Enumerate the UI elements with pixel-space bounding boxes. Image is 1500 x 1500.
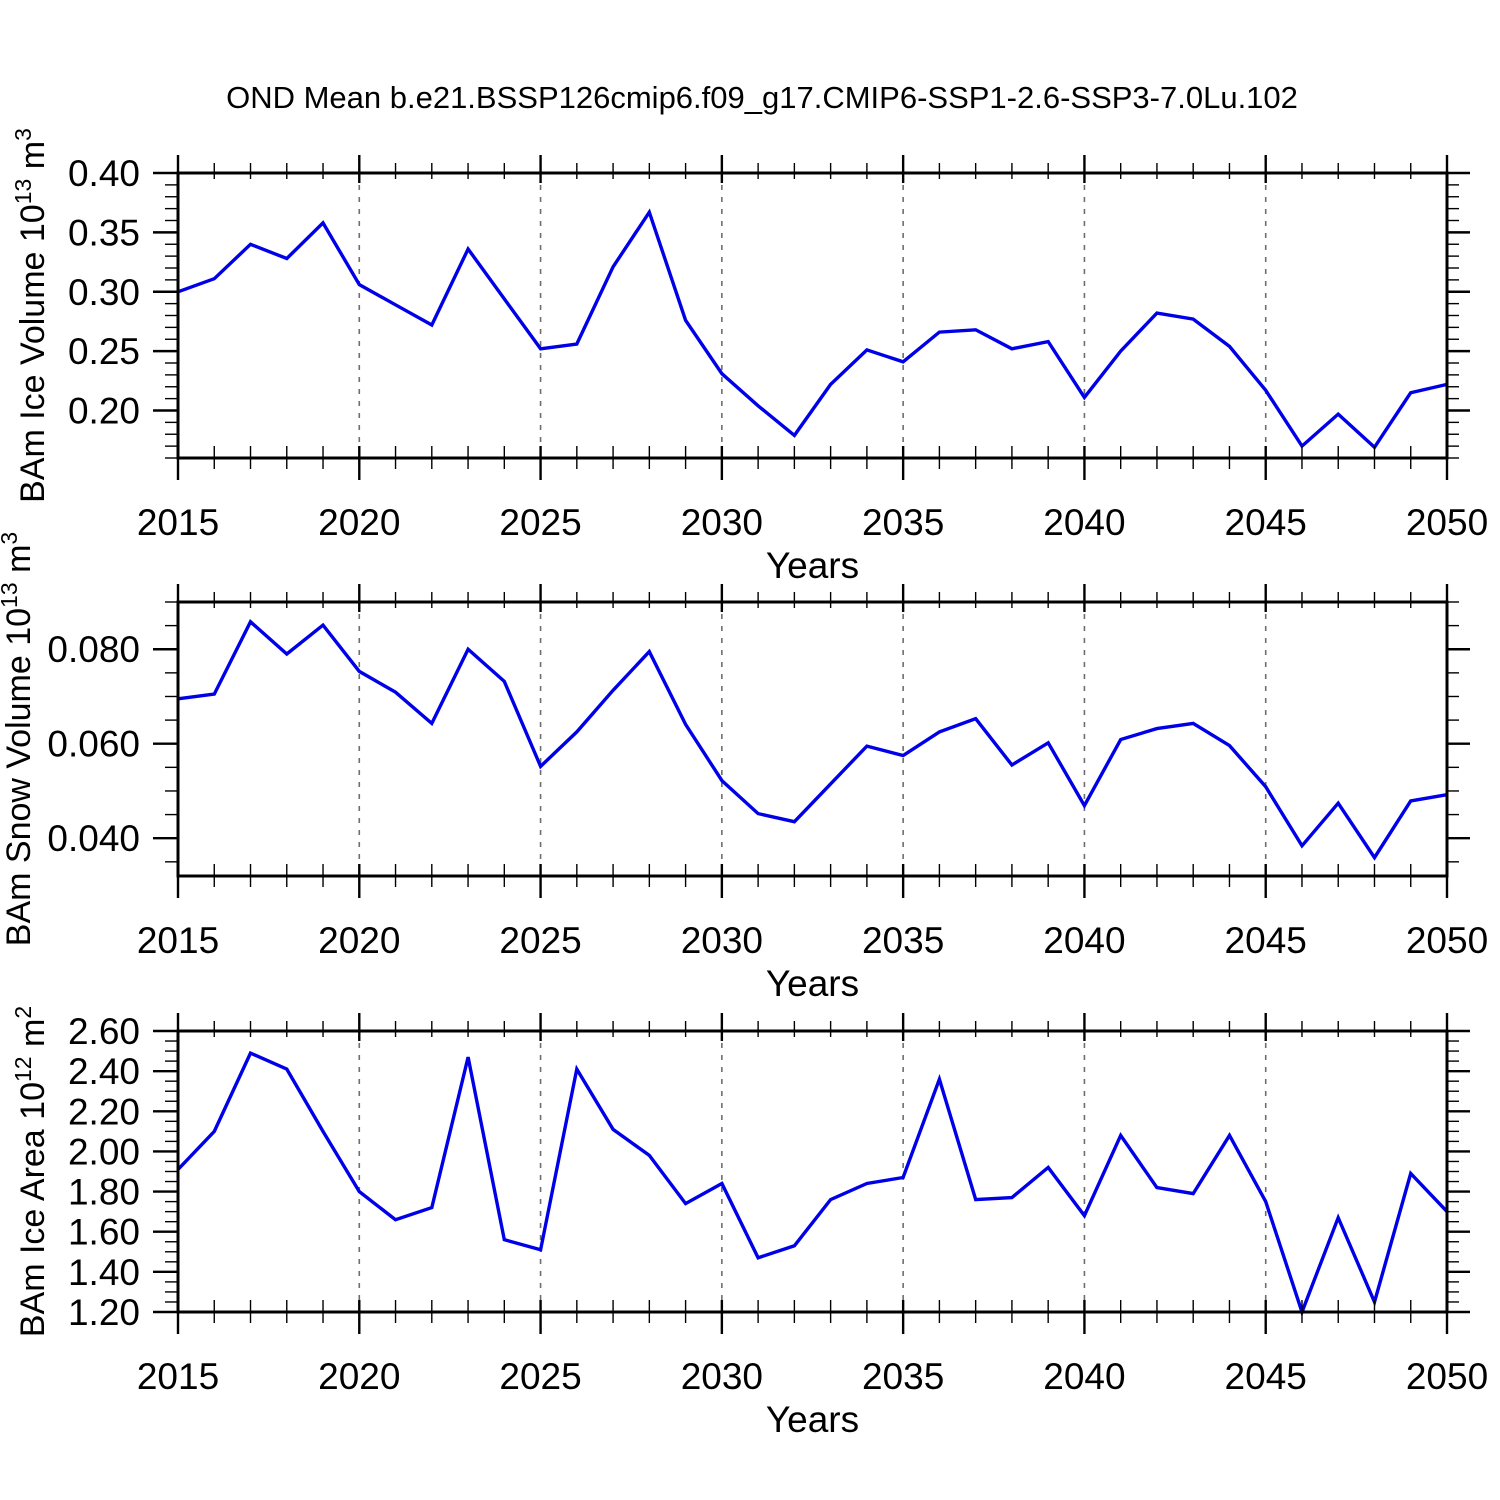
x-tick-label: 2040 xyxy=(1043,502,1125,543)
x-axis-title: Years xyxy=(766,1399,859,1440)
data-line-snow-volume xyxy=(177,619,1448,861)
y-axis-title-text: m xyxy=(14,1019,52,1057)
plot-box xyxy=(176,1029,1449,1314)
x-tick-label: 2050 xyxy=(1406,1356,1488,1397)
y-axis-title: BAm Ice Area 1012 m2 xyxy=(10,1006,52,1337)
y-axis-title-text: BAm Ice Area 10 xyxy=(14,1082,52,1337)
x-tick-label: 2030 xyxy=(681,920,763,961)
panel-snow-volume: 0.040 0.060 0.080 2015 2020 2025 2030 2035 2040 2… xyxy=(0,532,1488,1004)
x-tick-label: 2045 xyxy=(1225,1356,1307,1397)
x-tick-label: 2035 xyxy=(862,502,944,543)
plot-box xyxy=(176,171,1449,460)
y-tick-label: 0.25 xyxy=(68,331,140,372)
x-tick-label: 2015 xyxy=(137,1356,219,1397)
x-tick-label: 2030 xyxy=(681,502,763,543)
x-tick-label: 2045 xyxy=(1225,920,1307,961)
y-tick-label: 0.060 xyxy=(47,724,140,765)
y-axis-title: BAm Snow Volume 1013 m3 xyxy=(0,532,38,946)
y-tick-label: 0.040 xyxy=(47,818,140,859)
y-axis-title-sup: 13 xyxy=(0,582,22,608)
y-tick-label: 1.40 xyxy=(68,1252,140,1293)
y-tick-label: 0.080 xyxy=(47,629,140,670)
x-tick-label: 2035 xyxy=(862,1356,944,1397)
panel-ice-area: 1.201.401.601.802.002.202.402.60 2015 2020… xyxy=(10,1006,1488,1440)
y-tick-label: 0.35 xyxy=(68,212,140,253)
x-tick-label: 2050 xyxy=(1406,502,1488,543)
x-tick-label: 2015 xyxy=(137,502,219,543)
x-tick-label: 2040 xyxy=(1043,920,1125,961)
x-axis-title: Years xyxy=(766,545,859,586)
y-axis-title-sup: 12 xyxy=(10,1056,36,1082)
x-tick-label: 2025 xyxy=(499,920,581,961)
y-axis-title-sup: 3 xyxy=(10,128,36,141)
panels-group: 0.20 0.25 0.30 0.35 0.40 2015 2020 2025 2030 2035… xyxy=(0,128,1488,1440)
y-axis-title-text: m xyxy=(0,545,38,583)
x-tick-label: 2045 xyxy=(1225,502,1307,543)
panel-ice-volume: 0.20 0.25 0.30 0.35 0.40 2015 2020 2025 2030 2035… xyxy=(10,128,1488,586)
y-tick-label: 2.60 xyxy=(68,1011,140,1052)
x-tick-label: 2040 xyxy=(1043,1356,1125,1397)
x-tick-label: 2015 xyxy=(137,920,219,961)
x-tick-label: 2025 xyxy=(499,1356,581,1397)
y-tick-label: 2.00 xyxy=(68,1131,140,1172)
x-tick-label: 2050 xyxy=(1406,920,1488,961)
y-tick-label: 1.60 xyxy=(68,1212,140,1253)
data-line-ice-area xyxy=(176,1050,1449,1318)
x-axis-title: Years xyxy=(766,963,859,1004)
x-tick-label: 2020 xyxy=(318,920,400,961)
y-tick-label: 2.20 xyxy=(68,1091,140,1132)
y-tick-label: 0.20 xyxy=(68,391,140,432)
x-tick-label: 2030 xyxy=(681,1356,763,1397)
data-line-ice-volume xyxy=(177,208,1448,450)
y-tick-label: 0.30 xyxy=(68,272,140,313)
y-tick-label: 2.40 xyxy=(68,1051,140,1092)
chart-title: OND Mean b.e21.BSSP126cmip6.f09_g17.CMIP… xyxy=(226,80,1298,115)
x-tick-label: 2020 xyxy=(318,502,400,543)
x-tick-label: 2020 xyxy=(318,1356,400,1397)
y-axis-title-sup: 2 xyxy=(10,1006,36,1019)
y-tick-label: 0.40 xyxy=(68,153,140,194)
x-tick-label: 2035 xyxy=(862,920,944,961)
x-tick-label: 2025 xyxy=(499,502,581,543)
y-axis-title: BAm Ice Volume 1013 m3 xyxy=(10,128,52,503)
y-tick-label: 1.80 xyxy=(68,1172,140,1213)
y-axis-title-sup: 3 xyxy=(0,532,22,545)
y-axis-title-text: m xyxy=(14,141,52,179)
y-axis-title-text: BAm Snow Volume 10 xyxy=(0,608,38,946)
y-axis-title-text: BAm Ice Volume 10 xyxy=(14,204,52,503)
plot-box xyxy=(176,600,1449,878)
y-axis-title-sup: 13 xyxy=(10,179,36,205)
y-tick-label: 1.20 xyxy=(68,1292,140,1333)
